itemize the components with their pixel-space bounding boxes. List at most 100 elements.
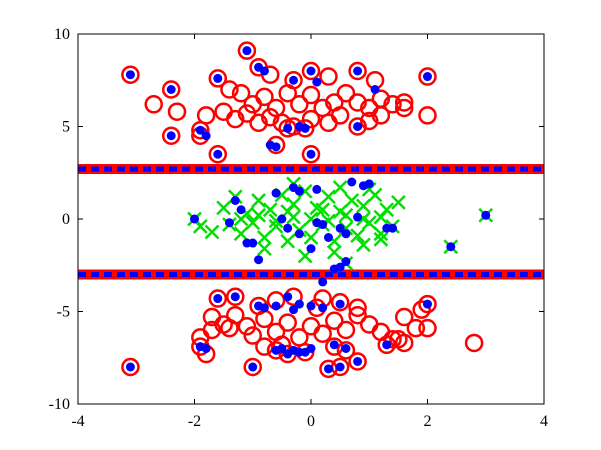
dot-point-57 [201, 344, 211, 353]
cross-stroke-b [338, 207, 354, 223]
cross-point-13 [344, 193, 360, 208]
cross-stroke-b [257, 230, 272, 245]
circle-point-16 [255, 87, 274, 107]
cross-stroke-b [361, 215, 377, 231]
circle-point-12 [208, 69, 228, 88]
circle-point-31 [418, 106, 437, 125]
circle-point-57 [208, 289, 228, 308]
circle-point-66 [278, 313, 297, 332]
dot-point-32 [312, 184, 322, 194]
dot-point-9 [213, 73, 223, 83]
dot-point-28 [254, 255, 264, 265]
dot-point-48 [335, 262, 345, 272]
circle-point-42 [330, 106, 350, 125]
cross-point-39 [338, 207, 354, 223]
cross-stroke-b [262, 202, 278, 218]
cross-point-45 [326, 244, 342, 260]
y-tick-label: -10 [49, 396, 70, 413]
cross-stroke-b [350, 228, 365, 244]
cross-stroke-b [216, 200, 232, 216]
cross-stroke-b [303, 211, 319, 227]
dot-point-65 [318, 303, 328, 313]
dot-point-50 [306, 244, 316, 254]
dot-point-39 [335, 223, 345, 233]
circle-point-94 [389, 330, 408, 349]
circle-point-54 [121, 357, 140, 377]
dot-point-13 [195, 125, 205, 135]
circle-point-30 [394, 93, 414, 112]
circle-point-58 [226, 287, 245, 306]
dot-point-4 [306, 66, 316, 76]
circle-point-99 [348, 298, 367, 318]
cross-point-19 [233, 226, 249, 242]
dot-point-76 [323, 364, 333, 374]
circle-point-75 [383, 330, 402, 349]
dot-point-49 [341, 257, 351, 267]
cross-point-53 [204, 224, 220, 240]
dot-point-42 [364, 179, 374, 189]
cross-stroke-b [204, 224, 220, 240]
circle-point-14 [231, 83, 251, 103]
circle-point-85 [220, 318, 239, 338]
dot-point-0 [242, 46, 252, 56]
cross-point-33 [233, 211, 249, 227]
circle-point-9 [161, 80, 181, 99]
dot-point-11 [370, 85, 380, 94]
circle-point-93 [377, 335, 396, 355]
dot-point-12 [166, 131, 176, 141]
circle-point-47 [191, 120, 210, 140]
dot-point-62 [283, 292, 293, 302]
dot-point-79 [382, 340, 392, 350]
dot-point-8 [166, 85, 176, 94]
circle-point-0 [237, 41, 257, 60]
circle-point-40 [301, 109, 321, 129]
circle-point-105 [255, 337, 274, 356]
cross-stroke-b [321, 189, 336, 205]
circle-point-6 [348, 61, 367, 81]
cross-stroke-b [373, 209, 389, 225]
cross-stroke-b [309, 200, 325, 216]
dot-point-55 [125, 362, 135, 372]
threshold-lines [78, 164, 544, 280]
cross-point-25 [303, 230, 319, 245]
cross-stroke-b [326, 244, 342, 260]
y-tick-label: 0 [62, 211, 70, 228]
circle-point-29 [418, 67, 437, 86]
dot-point-75 [306, 344, 316, 353]
circle-point-81 [418, 318, 437, 338]
dot-point-54 [224, 218, 234, 228]
circle-point-11 [167, 102, 187, 121]
cross-stroke-b [257, 241, 272, 256]
cross-stroke-b [233, 226, 249, 242]
y-tick-label: 10 [54, 26, 70, 43]
cross-point-43 [315, 202, 331, 218]
dot-point-3 [289, 75, 299, 85]
circle-point-78 [394, 307, 414, 327]
circle-point-34 [226, 109, 245, 129]
scatter-marks [121, 41, 494, 379]
cross-stroke-b [390, 194, 406, 210]
circle-point-71 [336, 320, 356, 340]
cross-stroke-b [373, 231, 389, 247]
dot-point-46 [388, 223, 398, 233]
cross-stroke-b [251, 207, 266, 223]
cross-point-28 [338, 220, 354, 236]
dot-point-21 [271, 142, 281, 152]
dot-point-17 [300, 123, 310, 133]
circle-point-72 [348, 305, 367, 325]
dot-point-2 [259, 66, 269, 76]
dot-point-18 [353, 122, 363, 131]
dot-point-61 [259, 303, 269, 313]
cross-point-34 [251, 207, 266, 223]
dot-point-37 [318, 220, 328, 230]
dot-point-22 [306, 149, 316, 159]
dot-point-82 [277, 344, 287, 353]
circle-point-96 [330, 293, 350, 312]
cross-stroke-b [338, 220, 354, 236]
circle-point-10 [144, 95, 163, 114]
dot-point-77 [335, 362, 345, 372]
circle-point-86 [243, 357, 262, 377]
circle-point-80 [418, 294, 437, 314]
dot-point-67 [289, 305, 299, 315]
circle-point-62 [237, 317, 257, 336]
